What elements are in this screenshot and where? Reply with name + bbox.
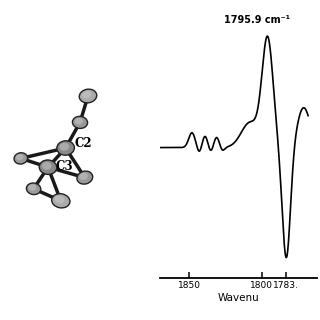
Ellipse shape bbox=[57, 141, 74, 155]
Ellipse shape bbox=[39, 160, 57, 174]
Ellipse shape bbox=[75, 118, 83, 124]
Text: C2: C2 bbox=[74, 137, 92, 150]
Ellipse shape bbox=[79, 89, 97, 103]
Ellipse shape bbox=[72, 116, 88, 128]
Ellipse shape bbox=[82, 91, 92, 99]
Ellipse shape bbox=[28, 184, 36, 191]
Ellipse shape bbox=[77, 171, 93, 184]
Text: 1795.9 cm⁻¹: 1795.9 cm⁻¹ bbox=[224, 15, 290, 25]
Text: C3: C3 bbox=[56, 160, 74, 172]
Ellipse shape bbox=[54, 196, 65, 204]
Ellipse shape bbox=[14, 153, 28, 164]
Ellipse shape bbox=[16, 154, 23, 160]
Ellipse shape bbox=[52, 194, 70, 208]
Ellipse shape bbox=[27, 183, 41, 195]
X-axis label: Wavenu: Wavenu bbox=[218, 293, 259, 303]
Ellipse shape bbox=[60, 143, 69, 151]
Ellipse shape bbox=[79, 173, 88, 180]
Ellipse shape bbox=[42, 162, 52, 170]
